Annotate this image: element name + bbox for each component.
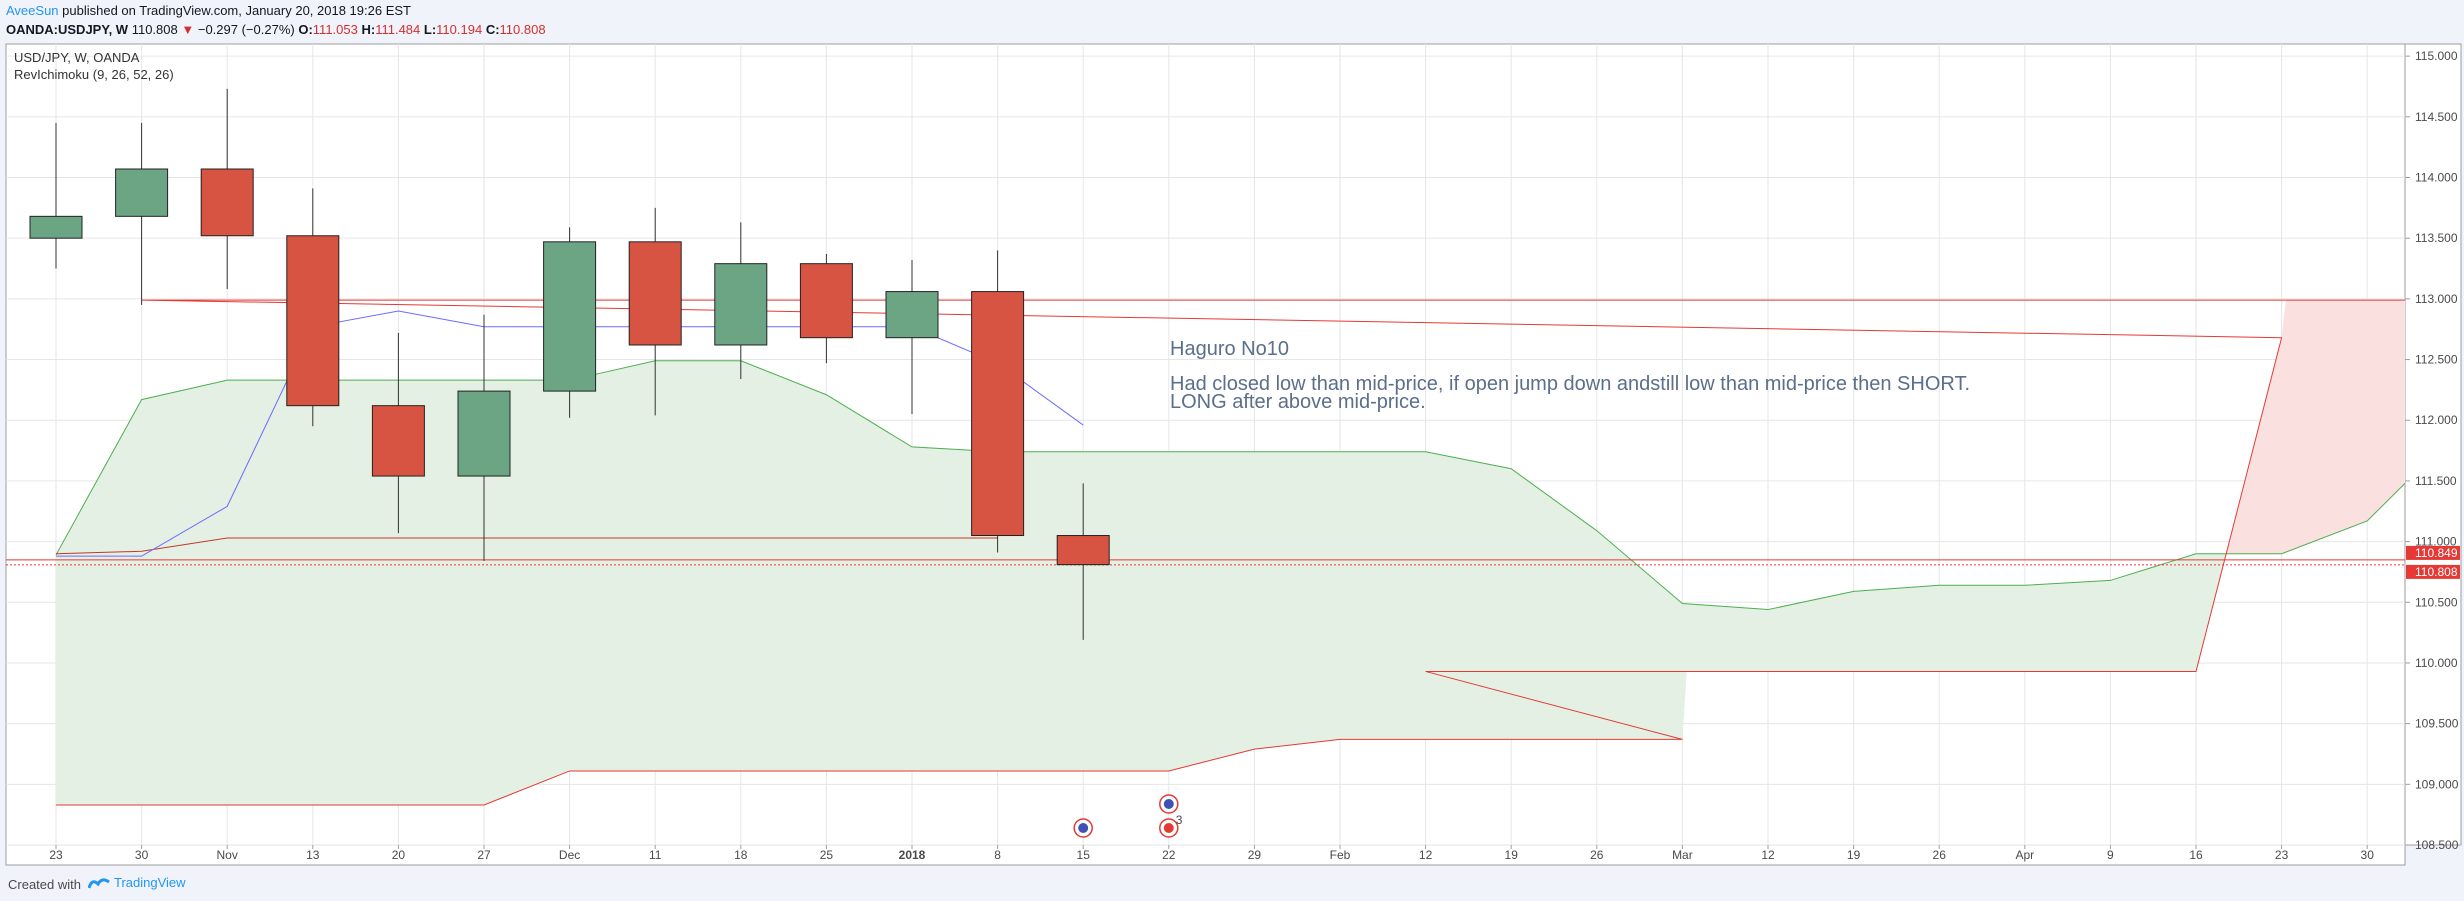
- x-tick-label: 16: [2189, 848, 2203, 862]
- open-value: 111.053: [312, 22, 358, 37]
- candle-bull: [115, 168, 169, 217]
- candle-bear: [286, 235, 340, 407]
- annotation-line-1: Haguro No10: [1170, 338, 1289, 360]
- candle-bear: [799, 263, 853, 339]
- close-label: C:: [485, 22, 500, 37]
- y-tick-label: 109.000: [2415, 777, 2459, 791]
- flag-dot-icon: [1163, 823, 1174, 833]
- legend-indicator: RevIchimoku (9, 26, 52, 26): [14, 67, 174, 82]
- y-tick-label: 110.000: [2415, 656, 2458, 670]
- y-tick-label: 108.500: [2415, 838, 2459, 852]
- x-tick-label: 22: [1162, 848, 1176, 862]
- flag-dot-icon: [1163, 799, 1174, 809]
- price-change: −0.297 (−0.27%): [197, 22, 295, 37]
- x-tick-label: Nov: [217, 848, 238, 862]
- last-price: 110.808: [131, 22, 178, 37]
- y-tick-label: 111.000: [2415, 535, 2457, 549]
- low-label: L:: [423, 22, 437, 37]
- x-tick-label: 26: [1590, 848, 1604, 862]
- leading-span-a: [55, 360, 2406, 611]
- flag-dot-icon: [1078, 823, 1089, 833]
- y-tick-label: 112.000: [2415, 413, 2458, 427]
- low-value: 110.194: [436, 22, 483, 37]
- y-tick-label: 113.000: [2415, 292, 2458, 306]
- x-tick-label: 30: [2361, 848, 2375, 862]
- x-tick-label: 18: [734, 848, 748, 862]
- x-tick-label: 9: [2107, 848, 2114, 862]
- x-tick-label: 19: [1505, 848, 1519, 862]
- high-label: H:: [361, 22, 376, 37]
- down-arrow-icon: ▼: [181, 22, 195, 37]
- x-tick-label: 19: [1847, 848, 1861, 862]
- x-tick-label: Mar: [1672, 848, 1693, 862]
- symbol-line: OANDA:USDJPY, W 110.808 ▼ −0.297 (−0.27%…: [6, 22, 546, 37]
- tradingview-logo-icon: [88, 877, 110, 888]
- candle-bull: [29, 215, 83, 239]
- y-tick-label: 111.500: [2415, 474, 2457, 488]
- x-tick-label: 12: [1761, 848, 1775, 862]
- x-tick-label: 25: [820, 848, 834, 862]
- price-axis: [2404, 43, 2462, 846]
- candle-bull: [885, 291, 939, 339]
- candle-bear: [1056, 535, 1110, 566]
- candle-bear: [371, 405, 425, 477]
- publish-line: AveeSun published on TradingView.com, Ja…: [6, 3, 411, 18]
- published-text: published on TradingView.com, January 20…: [62, 3, 411, 18]
- price-label: 110.849: [2415, 546, 2458, 560]
- footer: Created with TradingView: [0, 868, 2464, 901]
- x-tick-label: 13: [306, 848, 320, 862]
- x-tick-label: 11: [649, 848, 662, 862]
- symbol-name: OANDA:USDJPY, W: [6, 22, 129, 37]
- y-tick-label: 113.500: [2415, 231, 2458, 245]
- leading-span-b: [56, 299, 2405, 806]
- x-tick-label: 15: [1077, 848, 1091, 862]
- base-line: [55, 537, 998, 555]
- candle-bear: [628, 241, 682, 346]
- chart-canvas[interactable]: 115.000 114.500 114.000 113.500 113.000 112.5…: [0, 42, 2464, 868]
- open-label: O:: [298, 22, 313, 37]
- y-tick-label: 114.500: [2415, 110, 2458, 124]
- candle-bull: [457, 390, 511, 477]
- cloud-bull: [56, 360, 2226, 805]
- x-tick-label: Dec: [559, 848, 580, 862]
- y-tick-label: 115.000: [2415, 49, 2458, 63]
- x-tick-label: 20: [392, 848, 406, 862]
- y-tick-label: 114.000: [2415, 171, 2458, 185]
- close-value: 110.808: [499, 22, 546, 37]
- candle-bear: [971, 291, 1025, 537]
- candle-bull: [714, 263, 768, 346]
- tradingview-brand: TradingView: [114, 875, 186, 890]
- x-tick-label: 29: [1248, 848, 1262, 862]
- legend-symbol: USD/JPY, W, OANDA: [14, 50, 140, 65]
- created-with-text: Created with: [8, 877, 81, 892]
- candle-bear: [200, 168, 254, 237]
- event-count: 3: [1176, 813, 1183, 827]
- price-label: 110.808: [2415, 565, 2458, 579]
- candle-bull: [543, 241, 597, 392]
- annotation-line-2: Had closed low than mid-price, if open j…: [1170, 373, 1970, 395]
- x-tick-label: 23: [2275, 848, 2289, 862]
- x-tick-label: 8: [994, 848, 1001, 862]
- x-tick-label: 30: [135, 848, 149, 862]
- y-tick-label: 112.500: [2415, 353, 2458, 367]
- x-tick-label: 23: [49, 848, 63, 862]
- y-tick-label: 110.500: [2415, 595, 2458, 609]
- x-tick-label: 27: [477, 848, 491, 862]
- chart-header: AveeSun published on TradingView.com, Ja…: [0, 0, 2464, 42]
- high-value: 111.484: [375, 22, 421, 37]
- price-label-bg: [2406, 545, 2460, 560]
- x-tick-label: 2018: [899, 848, 926, 862]
- tradingview-link[interactable]: TradingView: [88, 875, 186, 890]
- x-tick-label: 26: [1933, 848, 1947, 862]
- x-tick-label: Feb: [1330, 848, 1351, 862]
- cloud-bear: [2225, 300, 2405, 555]
- x-tick-label: 12: [1419, 848, 1433, 862]
- annotation-line-3: LONG after above mid-price.: [1170, 391, 1426, 413]
- author-link[interactable]: AveeSun: [6, 3, 59, 18]
- time-axis: [5, 844, 2406, 866]
- x-tick-label: Apr: [2015, 848, 2034, 862]
- price-label-bg: [2406, 564, 2460, 579]
- y-tick-label: 109.500: [2415, 717, 2459, 731]
